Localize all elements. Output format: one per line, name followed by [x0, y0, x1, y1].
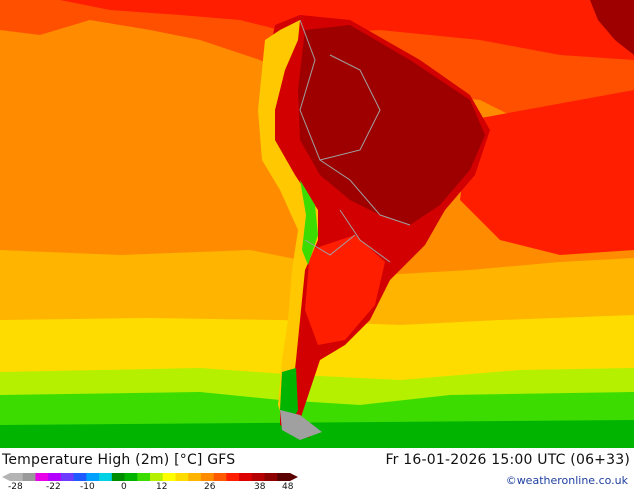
ocean-deep-green [0, 420, 634, 448]
patagonia-tip [280, 410, 322, 440]
legend-swatch [99, 473, 113, 481]
patagonia-green [280, 368, 298, 425]
legend-right-arrow [290, 473, 298, 481]
legend-left-arrow [2, 473, 10, 481]
africa-edge [590, 0, 634, 55]
legend-tick: -28 [8, 482, 23, 490]
map-title: Temperature High (2m) [°C] GFS [2, 452, 236, 468]
legend-swatch [10, 473, 24, 481]
legend-swatch [200, 473, 215, 481]
color-legend: -28 -22 -10 0 12 26 38 48 [0, 472, 300, 490]
credit-link[interactable]: ©weatheronline.co.uk [505, 474, 628, 487]
pampas [305, 235, 385, 345]
country-borders [299, 19, 411, 263]
legend-swatch [226, 473, 240, 481]
legend-swatch [239, 473, 253, 481]
legend-swatch [111, 473, 126, 481]
legend-swatch [22, 473, 36, 481]
legend-swatch [48, 473, 62, 481]
atlantic-red [460, 90, 634, 255]
legend-tick: 48 [282, 482, 294, 490]
legend-swatch [188, 473, 202, 481]
legend-swatch [124, 473, 138, 481]
legend-swatch [277, 473, 291, 481]
legend-swatch [264, 473, 278, 481]
legend-swatch [150, 473, 164, 481]
legend-swatch [137, 473, 151, 481]
legend-swatch [175, 473, 189, 481]
legend-swatch [60, 473, 75, 481]
legend-tick: 26 [204, 482, 216, 490]
legend-tick: 0 [121, 482, 127, 490]
legend-tick: 38 [254, 482, 266, 490]
legend-bar [2, 473, 298, 481]
andes [258, 20, 318, 425]
legend-swatch [86, 473, 100, 481]
legend-tick: -10 [80, 482, 95, 490]
legend-swatch [162, 473, 176, 481]
temperature-map[interactable] [0, 0, 634, 448]
legend-swatch [213, 473, 227, 481]
brazil-core [298, 25, 485, 225]
legend-tick: -22 [46, 482, 61, 490]
legend-tick: 12 [156, 482, 168, 490]
run-info: Fr 16-01-2026 15:00 UTC (06+33) [385, 452, 630, 468]
legend-swatch [35, 473, 49, 481]
footer: Temperature High (2m) [°C] GFS Fr 16-01-… [0, 448, 634, 490]
andes-green [300, 180, 318, 265]
legend-swatch [251, 473, 266, 481]
legend-swatch [73, 473, 87, 481]
